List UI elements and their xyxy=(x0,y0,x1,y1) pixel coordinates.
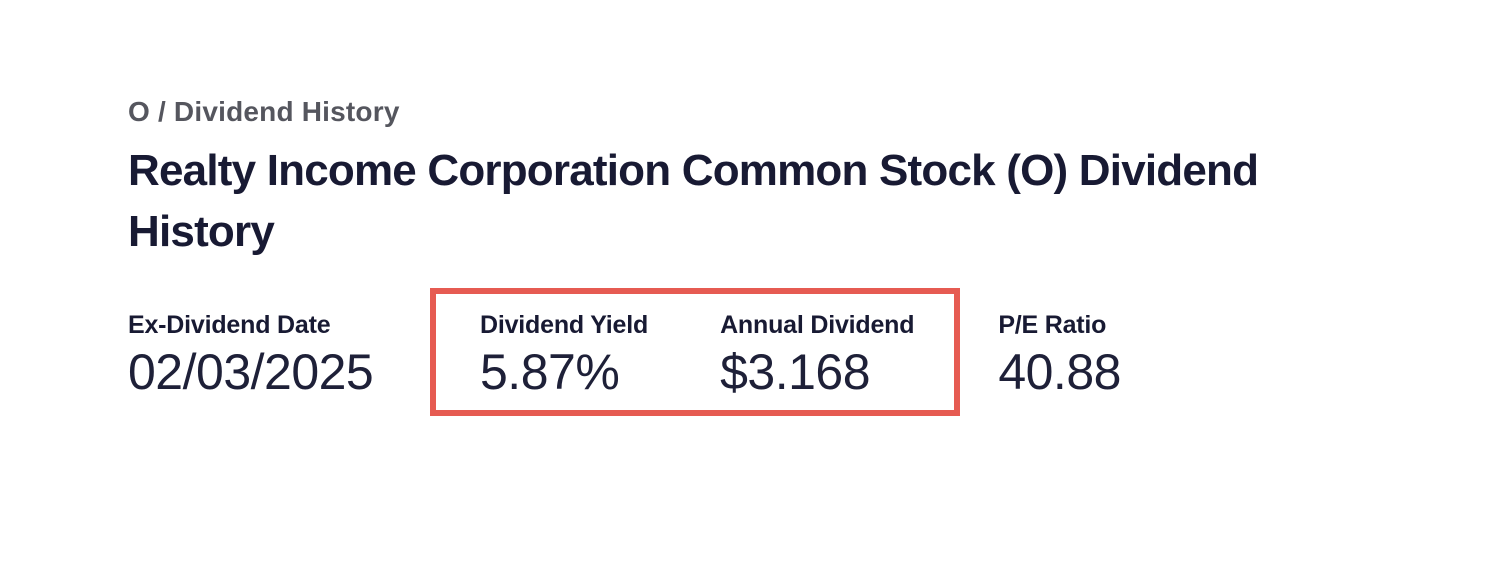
stats-row: Ex-Dividend Date 02/03/2025 Dividend Yie… xyxy=(128,287,1494,416)
stat-dividend-yield: Dividend Yield 5.87% xyxy=(480,310,649,400)
stat-annual-dividend: Annual Dividend $3.168 xyxy=(720,310,915,400)
stat-label: Annual Dividend xyxy=(720,310,915,339)
stat-pe-ratio: P/E Ratio 40.88 xyxy=(998,288,1121,416)
stat-value: $3.168 xyxy=(720,343,871,400)
stat-label: P/E Ratio xyxy=(998,310,1107,339)
dividend-history-page: O / Dividend History Realty Income Corpo… xyxy=(0,96,1494,570)
stat-label: Dividend Yield xyxy=(480,310,649,339)
stat-ex-dividend-date: Ex-Dividend Date 02/03/2025 xyxy=(128,288,430,416)
red-highlight-box: Dividend Yield 5.87% Annual Dividend $3.… xyxy=(430,287,961,416)
breadcrumb[interactable]: O / Dividend History xyxy=(128,96,400,127)
page-title: Realty Income Corporation Common Stock (… xyxy=(128,145,1259,257)
stat-value: 40.88 xyxy=(998,343,1121,400)
stat-value: 02/03/2025 xyxy=(128,343,374,400)
stat-label: Ex-Dividend Date xyxy=(128,310,331,339)
stat-value: 5.87% xyxy=(480,343,620,400)
